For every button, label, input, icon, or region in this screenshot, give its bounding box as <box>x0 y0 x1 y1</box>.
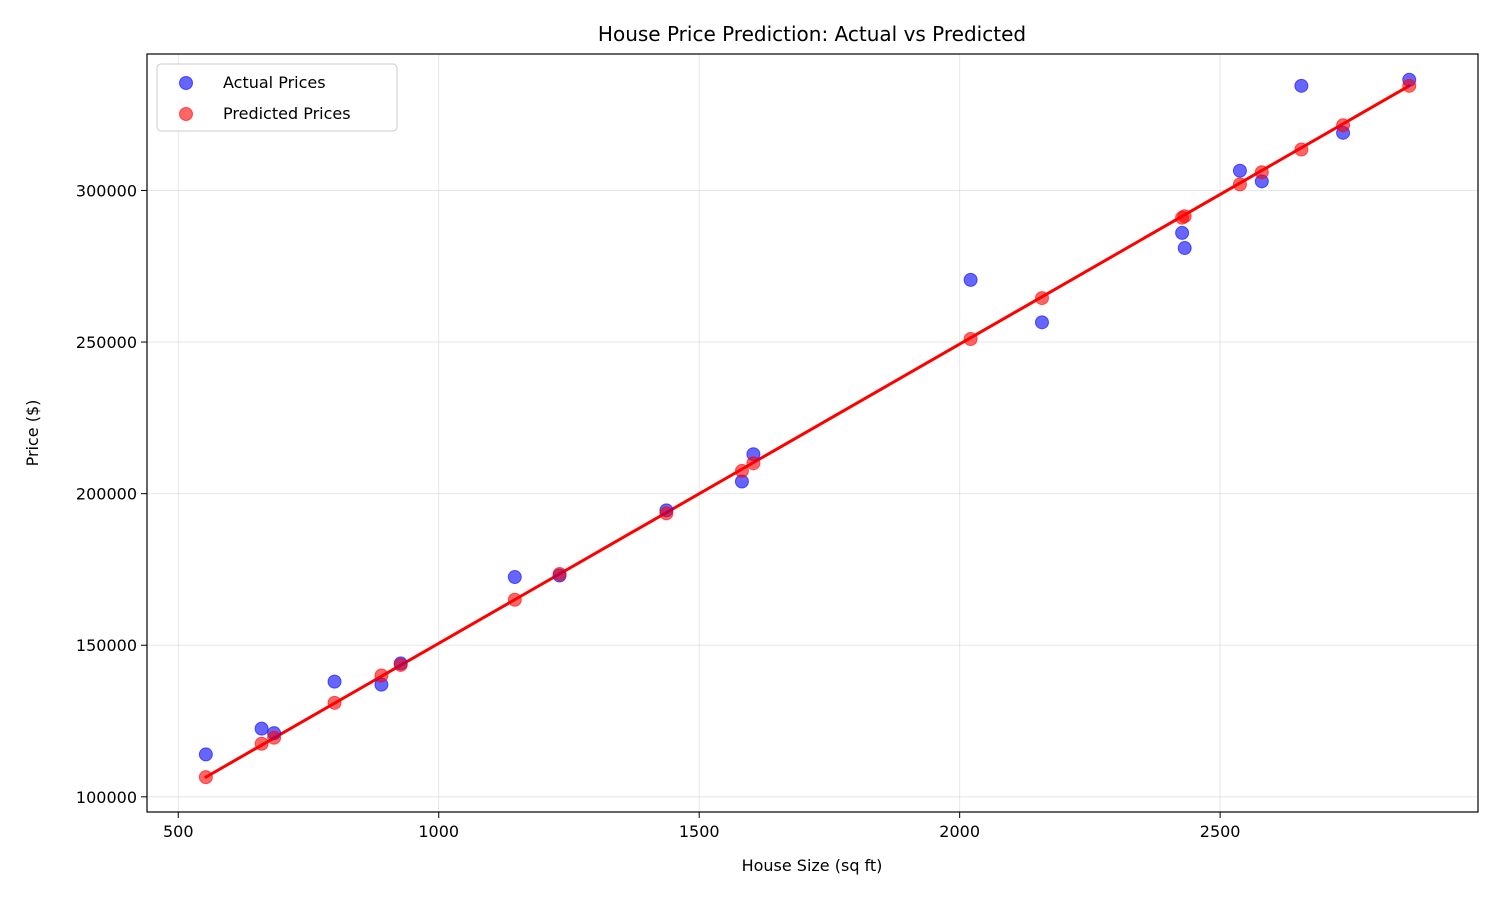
chart-title: House Price Prediction: Actual vs Predic… <box>598 22 1026 46</box>
predicted-price-point <box>393 657 408 672</box>
predicted-price-point <box>963 332 978 347</box>
predicted-price-point <box>198 770 213 785</box>
x-tick-label: 1500 <box>679 822 720 841</box>
actual-price-point <box>1177 241 1192 256</box>
predicted-price-point <box>659 506 674 521</box>
predicted-price-point <box>1254 165 1269 180</box>
predicted-price-point <box>374 668 389 683</box>
x-tick-label: 1000 <box>418 822 459 841</box>
predicted-price-point <box>1294 142 1309 157</box>
predicted-price-point <box>746 456 761 471</box>
actual-price-point <box>327 674 342 689</box>
y-axis-ticks: 100000 150000 200000 250000 300000 <box>76 181 147 807</box>
actual-price-point <box>507 570 522 585</box>
predicted-price-point <box>327 695 342 710</box>
legend-marker-actual <box>179 76 193 90</box>
predicted-price-point <box>267 730 282 745</box>
y-tick-label: 200000 <box>76 485 137 504</box>
y-tick-label: 150000 <box>76 636 137 655</box>
legend-label-predicted: Predicted Prices <box>223 104 351 123</box>
x-axis-ticks: 500 1000 1500 2000 2500 <box>163 812 1241 841</box>
x-tick-label: 2000 <box>939 822 980 841</box>
x-tick-label: 500 <box>163 822 194 841</box>
grid-lines <box>147 54 1478 812</box>
y-tick-label: 300000 <box>76 181 137 200</box>
plot-frame <box>146 53 1479 813</box>
predicted-price-point <box>1034 291 1049 306</box>
legend: Actual Prices Predicted Prices <box>156 63 398 132</box>
predicted-price-point <box>552 566 567 581</box>
legend-box <box>156 63 398 132</box>
actual-price-point <box>963 272 978 287</box>
predicted-price-point <box>507 592 522 607</box>
y-tick-label: 250000 <box>76 333 137 352</box>
actual-price-point <box>254 721 269 736</box>
predicted-price-point <box>254 736 269 751</box>
plot-area <box>147 54 1478 812</box>
predicted-price-point <box>1177 209 1192 224</box>
actual-price-point <box>1294 78 1309 93</box>
predicted-price-point <box>734 463 749 478</box>
x-tick-label: 2500 <box>1200 822 1241 841</box>
actual-price-point <box>1232 163 1247 178</box>
actual-price-point <box>198 747 213 762</box>
legend-label-actual: Actual Prices <box>223 73 326 92</box>
predicted-price-point <box>1402 78 1417 93</box>
actual-price-point <box>1034 315 1049 330</box>
x-axis-label: House Size (sq ft) <box>742 856 883 875</box>
predicted-price-point <box>1336 118 1351 133</box>
legend-marker-predicted <box>179 107 193 121</box>
y-axis-label: Price ($) <box>23 400 42 467</box>
y-tick-label: 100000 <box>76 788 137 807</box>
actual-price-point <box>1175 225 1190 240</box>
predicted-price-point <box>1232 177 1247 192</box>
data-points <box>198 72 1417 785</box>
